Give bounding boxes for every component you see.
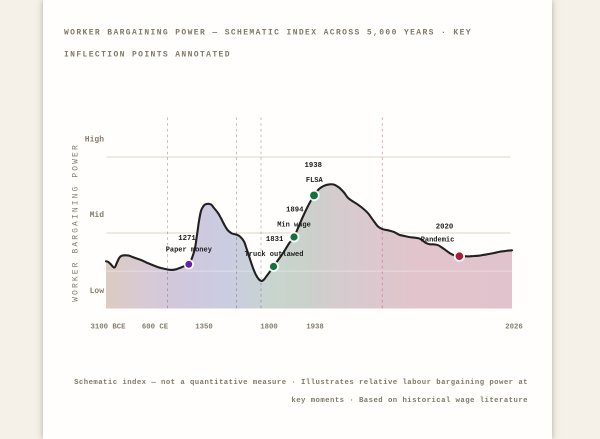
svg-text:key moments · Based on histori: key moments · Based on historical wage l… [291, 397, 528, 405]
svg-text:Low: Low [90, 287, 105, 296]
svg-text:3100 BCE: 3100 BCE [90, 324, 126, 332]
svg-text:600 CE: 600 CE [142, 324, 169, 332]
svg-text:1350: 1350 [195, 324, 213, 332]
svg-text:Pandemic: Pandemic [421, 237, 455, 245]
svg-text:FLSA: FLSA [306, 177, 324, 185]
svg-text:Schematic index — not a quanti: Schematic index — not a quantitative mea… [74, 379, 528, 387]
svg-text:WORKER BARGAINING POWER: WORKER BARGAINING POWER [72, 143, 81, 302]
svg-text:Paper money: Paper money [166, 246, 213, 254]
svg-text:1938: 1938 [306, 324, 324, 332]
svg-text:1800: 1800 [260, 324, 278, 332]
svg-text:Mid: Mid [90, 211, 105, 220]
svg-text:1894: 1894 [286, 206, 304, 214]
svg-text:2026: 2026 [505, 324, 523, 332]
svg-text:WORKER BARGAINING POWER — SCHE: WORKER BARGAINING POWER — SCHEMATIC INDE… [64, 29, 472, 38]
svg-text:High: High [85, 136, 104, 145]
svg-text:1831: 1831 [266, 236, 284, 244]
svg-text:1271: 1271 [178, 235, 196, 243]
svg-text:2020: 2020 [436, 224, 454, 232]
svg-text:1938: 1938 [305, 162, 323, 170]
svg-text:INFLECTION POINTS ANNOTATED: INFLECTION POINTS ANNOTATED [64, 51, 231, 60]
svg-text:Truck outlawed: Truck outlawed [245, 251, 304, 259]
svg-text:Min wage: Min wage [277, 221, 311, 229]
